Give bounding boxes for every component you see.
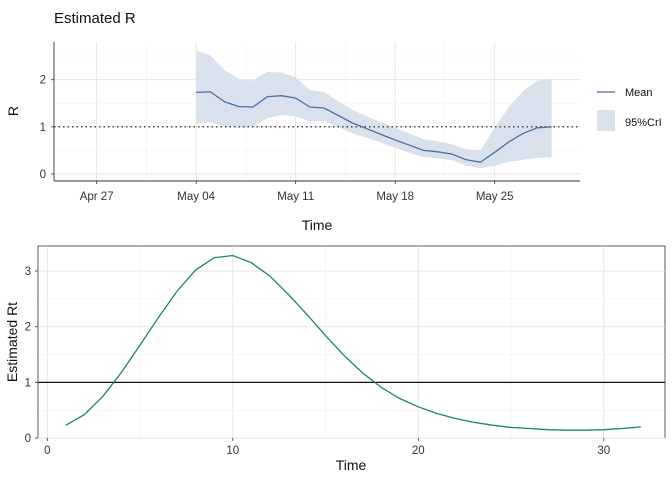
top-x-tick-label: May 04 [177, 191, 215, 203]
top-x-tick-label: May 11 [277, 191, 314, 203]
bottom-y-ticks: 0 1 2 3 [25, 266, 38, 445]
top-grid [54, 42, 580, 181]
bottom-x-tick-label: 20 [412, 445, 425, 457]
bottom-panel-border [37, 245, 666, 439]
top-y-tick-label: 2 [40, 75, 46, 87]
bottom-grid [38, 246, 665, 439]
top-chart-title: Estimated R [54, 10, 136, 27]
top-chart: Estimated R Apr 27 May 04 May 11 May 18 May … [5, 10, 662, 233]
bottom-y-tick-label: 2 [25, 322, 31, 334]
legend-mean-label: Mean [625, 87, 653, 99]
top-y-tick-label: 1 [40, 122, 46, 134]
legend-crl-key [597, 110, 615, 131]
bottom-x-tick-label: 10 [226, 445, 239, 457]
rt-line [65, 254, 641, 431]
top-x-tick-label: May 18 [376, 191, 414, 203]
bottom-x-tick-label: 0 [44, 445, 50, 457]
top-x-tick-label: Apr 27 [80, 191, 114, 203]
legend: Mean 95%CrI [597, 87, 662, 131]
ci-ribbon [196, 50, 552, 169]
bottom-series-layer [65, 254, 641, 431]
bottom-x-ticks: 0 10 20 30 [44, 438, 610, 457]
top-series-layer [196, 91, 552, 163]
bottom-y-axis-title: Estimated Rt [4, 302, 20, 382]
legend-crl-label: 95%CrI [625, 117, 662, 129]
top-x-tick-label: May 25 [476, 191, 514, 203]
bottom-y-tick-label: 1 [25, 377, 31, 389]
mean-line [196, 91, 552, 163]
top-y-ticks: 0 1 2 [40, 75, 54, 181]
top-axes [53, 42, 580, 182]
bottom-x-axis-title: Time [336, 457, 367, 473]
top-y-axis-title: R [5, 106, 21, 116]
bottom-x-tick-label: 30 [597, 445, 610, 457]
top-x-ticks: Apr 27 May 04 May 11 May 18 May 25 [80, 181, 514, 203]
top-x-axis-title: Time [302, 217, 333, 233]
top-ribbon-layer [196, 50, 552, 169]
bottom-y-tick-label: 0 [25, 433, 31, 445]
top-y-tick-label: 0 [40, 169, 46, 181]
bottom-y-tick-label: 3 [25, 266, 31, 278]
bottom-chart: 0 10 20 30 0 1 2 3 Time Estimated Rt [4, 245, 666, 473]
